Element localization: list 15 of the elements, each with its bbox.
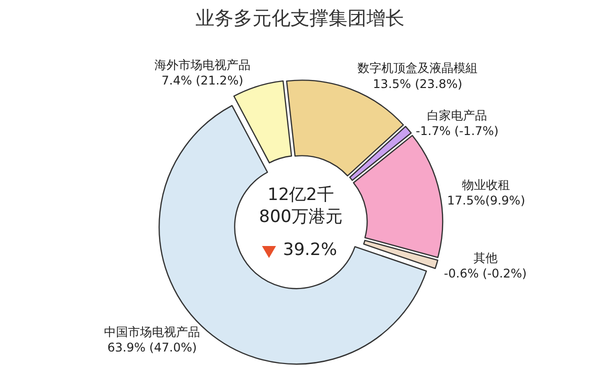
text: 7.4% (21.2%) [161,74,244,88]
slice-label: 物业收租 [462,178,510,192]
text: 63.9% (47.0%) [107,340,197,355]
slice-label: 其他 [473,250,498,265]
chart-title: 业务多元化支撑集团增长 [196,8,404,30]
text: -1.7% (-1.7%) [416,124,499,138]
slice-label: 白家电产品 [427,108,488,123]
text: 13.5% (23.8%) [372,76,462,91]
text: 17.5%(9.9%) [447,194,526,208]
text: -0.6% (-0.2%) [444,266,527,280]
slice-label: 中国市场电视产品 [104,325,200,340]
text: 12亿2千 800万港元 [259,185,342,228]
slice-label: 海外市场电视产品 [154,58,250,72]
slice-label: 数字机顶盒及液晶模組 [358,61,478,76]
text: 39.2% [283,240,338,260]
